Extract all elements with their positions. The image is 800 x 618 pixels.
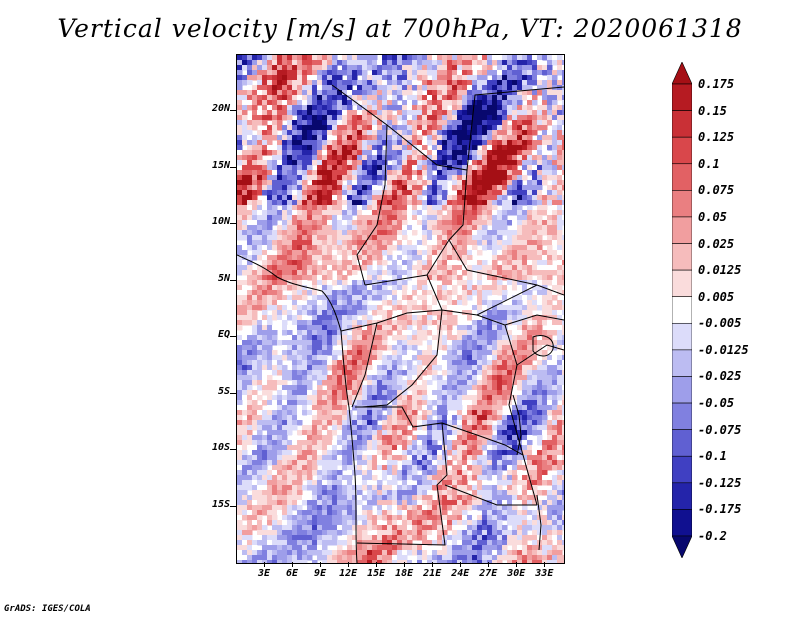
border-sudan [448, 169, 564, 296]
colorbar-box [672, 216, 692, 244]
border-north-sahara [331, 84, 564, 171]
colorbar-min-triangle [672, 535, 692, 558]
colorbar-box [672, 110, 692, 138]
lat-tick-label: 5N [217, 272, 230, 284]
colorbar-label: 0.0125 [698, 263, 742, 278]
map-panel [236, 54, 565, 564]
colorbar-box [672, 349, 692, 377]
lat-tick [230, 110, 236, 112]
lake-tanganyika [512, 394, 522, 456]
lon-tick [460, 562, 462, 567]
colorbar-label: 0.05 [698, 209, 727, 224]
lat-tick [230, 279, 236, 281]
lon-tick [348, 562, 350, 567]
colorbar-label: 0.025 [698, 236, 735, 251]
lon-tick-label: 15E [367, 568, 386, 579]
lat-tick-label: 10N [211, 216, 230, 228]
lon-tick-label: 6E [286, 568, 299, 579]
colorbar [672, 62, 692, 558]
border-car [364, 239, 538, 316]
lon-tick-label: 12E [339, 568, 358, 579]
colorbar-label: -0.025 [698, 369, 742, 384]
lat-tick-label: 15S [211, 498, 230, 510]
lon-tick-label: 9E [314, 568, 327, 579]
lon-tick-label: 21E [423, 568, 442, 579]
colorbar-box [672, 296, 692, 324]
lake-victoria [532, 335, 554, 357]
colorbar-box [672, 136, 692, 165]
lon-tick [516, 562, 518, 567]
lat-tick [230, 449, 236, 451]
lat-tick [230, 392, 236, 394]
colorbar-label: -0.1 [698, 449, 727, 464]
vertical-velocity-field [237, 55, 564, 563]
colorbar-box [672, 455, 692, 484]
lat-tick-label: EQ [217, 329, 230, 341]
lat-tick-label: 10S [211, 442, 230, 454]
plot-title: Vertical velocity [m/s] at 700hPa, VT: 2… [57, 14, 743, 43]
border-angola [355, 406, 448, 546]
colorbar-box [672, 243, 692, 271]
lon-tick-label: 27E [479, 568, 498, 579]
lon-tick-label: 33E [535, 568, 554, 579]
lon-tick [404, 562, 406, 567]
colorbar-box [672, 269, 692, 298]
colorbar-box [672, 482, 692, 510]
lat-tick-label: 20N [211, 103, 230, 115]
colorbar-label: 0.175 [698, 77, 735, 91]
border-zambia [441, 422, 537, 506]
colorbar-label: 0.15 [698, 103, 727, 118]
colorbar-label: -0.125 [698, 475, 742, 490]
colorbar-label: -0.2 [698, 529, 727, 543]
coastlines-and-borders [237, 84, 564, 563]
colorbar-box [672, 83, 692, 111]
lon-tick [432, 562, 434, 567]
lon-tick-label: 30E [507, 568, 526, 579]
lon-tick-label: 3E [257, 568, 271, 579]
colorbar-box [672, 163, 692, 191]
colorbar-box [672, 509, 692, 537]
lake-malawi [536, 494, 542, 551]
colorbar-label: 0.075 [698, 183, 735, 198]
lon-tick [264, 562, 266, 567]
lat-tick-label: 15N [211, 159, 230, 171]
colorbar-label: -0.0125 [698, 342, 749, 357]
colorbar-label: 0.125 [698, 130, 735, 145]
colorbar-box [672, 190, 692, 218]
colorbar-label: -0.175 [698, 502, 742, 517]
lat-tick [230, 505, 236, 507]
lat-tick [230, 336, 236, 338]
lat-tick [230, 223, 236, 225]
colorbar-box [672, 402, 692, 430]
lon-tick [320, 562, 322, 567]
colorbar-label: 0.005 [698, 289, 735, 304]
lon-tick-label: 18E [395, 568, 414, 579]
colorbar-max-triangle [672, 62, 692, 85]
border-congo [340, 309, 443, 408]
field-cells [237, 55, 564, 563]
lon-tick [292, 562, 294, 567]
colorbar-box [672, 376, 692, 404]
colorbar-label: -0.075 [698, 422, 742, 437]
colorbar-label: -0.05 [698, 396, 735, 411]
coastline-west-africa [237, 254, 358, 563]
colorbar-label: -0.005 [698, 316, 742, 331]
lon-tick [544, 562, 546, 567]
border-drc [361, 309, 538, 506]
lon-tick-label: 24E [451, 568, 470, 579]
colorbar-label: 0.1 [698, 156, 720, 171]
border-chad [356, 124, 388, 286]
lon-tick [488, 562, 490, 567]
lat-tick-label: 5S [217, 385, 230, 397]
colorbar-box [672, 429, 692, 457]
grads-credit: GrADS: IGES/COLA [4, 604, 91, 614]
lon-tick [376, 562, 378, 567]
colorbar-box [672, 322, 692, 351]
lat-tick [230, 166, 236, 168]
border-east [504, 314, 564, 366]
